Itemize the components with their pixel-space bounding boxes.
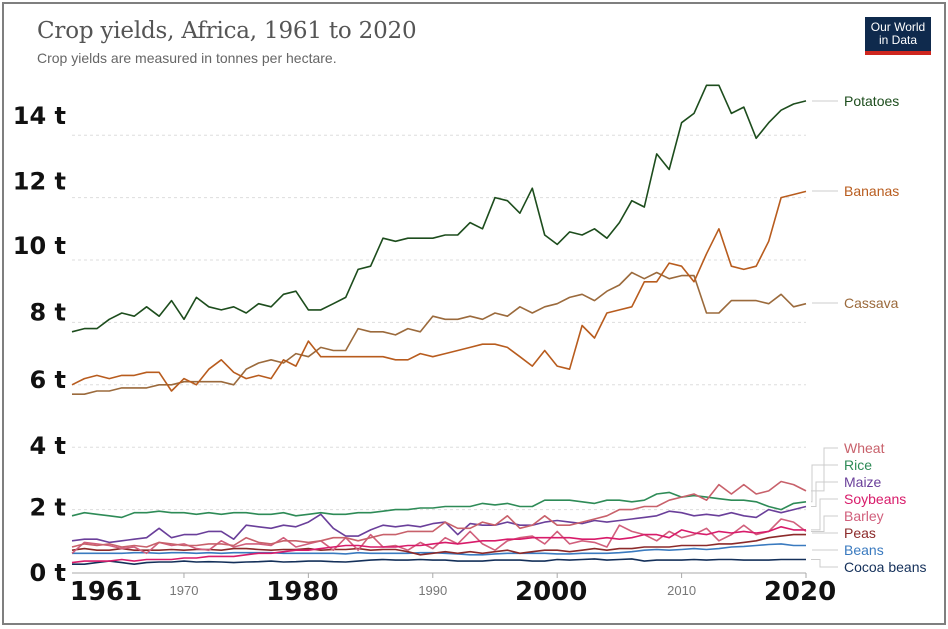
series-line-peas[interactable] [71,533,806,556]
legend-connector [811,515,838,532]
legend-item-wheat[interactable]: Wheat [811,440,885,492]
legend-item-peas[interactable]: Peas [812,525,876,541]
x-tick-label: 2000 [515,577,587,607]
legend-label: Maize [844,474,882,490]
legend-item-maize[interactable]: Maize [811,474,882,507]
legend-item-bananas[interactable]: Bananas [812,183,899,199]
logo-line-2: in Data [878,33,918,47]
legend-label: Cocoa beans [844,559,927,575]
legend-item-rice[interactable]: Rice [811,457,872,503]
y-tick-label: 0 t [29,559,66,587]
legend-connector [811,559,838,568]
y-tick-label: 12 t [13,168,66,196]
series-line-maize[interactable] [71,505,807,544]
logo-accent-bar [865,51,931,55]
series-line-cocoa-beans[interactable] [72,558,806,566]
x-tick-label: 1980 [266,577,338,607]
legend-label: Potatoes [844,93,899,109]
chart-subtitle: Crop yields are measured in tonnes per h… [37,50,337,66]
legend-label: Peas [844,525,876,541]
legend-label: Beans [844,542,884,558]
logo-line-1: Our World [870,20,926,34]
x-axis: 1961 1970 1980 1990 2000 2010 2020 [70,572,836,607]
owid-logo[interactable]: Our World in Data [865,17,931,55]
legend-label: Bananas [844,183,899,199]
y-tick-label: 2 t [29,494,66,522]
series-line-soybeans[interactable] [71,525,806,564]
legend-label: Barley [844,508,884,524]
legend-connector [811,481,838,507]
legend-connector [811,498,838,531]
legend-connector [811,464,838,503]
legend-label: Wheat [844,440,885,456]
legend-item-cocoa-beans[interactable]: Cocoa beans [811,559,927,575]
y-tick-label: 4 t [29,432,66,460]
series-line-potatoes[interactable] [71,84,807,333]
y-axis-ticks: 0 t 2 t 4 t 6 t 8 t 10 t 12 t 14 t [13,102,66,587]
legend-item-beans[interactable]: Beans [812,542,884,558]
y-tick-label: 14 t [13,102,66,130]
legend: Potatoes Bananas Cassava WheatRiceMaizeSoyb… [811,93,927,575]
x-tick-label: 2020 [764,577,836,607]
y-tick-label: 10 t [13,232,66,260]
x-tick-label: 1961 [70,577,142,607]
legend-label: Soybeans [844,491,906,507]
y-tick-label: 8 t [29,298,66,326]
legend-item-cassava[interactable]: Cassava [812,295,899,311]
legend-label: Rice [844,457,872,473]
legend-item-barley[interactable]: Barley [811,508,884,532]
legend-label: Cassava [844,295,899,311]
x-tick-label: 2010 [667,583,696,598]
gridlines [72,134,806,511]
series-lines [71,84,807,566]
y-tick-label: 6 t [29,366,66,394]
legend-connector [811,447,838,492]
series-line-wheat[interactable] [71,480,807,548]
chart-title: Crop yields, Africa, 1961 to 2020 [37,18,417,44]
legend-item-soybeans[interactable]: Soybeans [811,491,906,531]
series-line-bananas[interactable] [71,190,807,392]
series-line-rice[interactable] [71,491,807,519]
legend-item-potatoes[interactable]: Potatoes [812,93,899,109]
x-tick-label: 1970 [170,583,199,598]
series-line-cassava[interactable] [72,271,807,396]
x-tick-label: 1990 [418,583,447,598]
